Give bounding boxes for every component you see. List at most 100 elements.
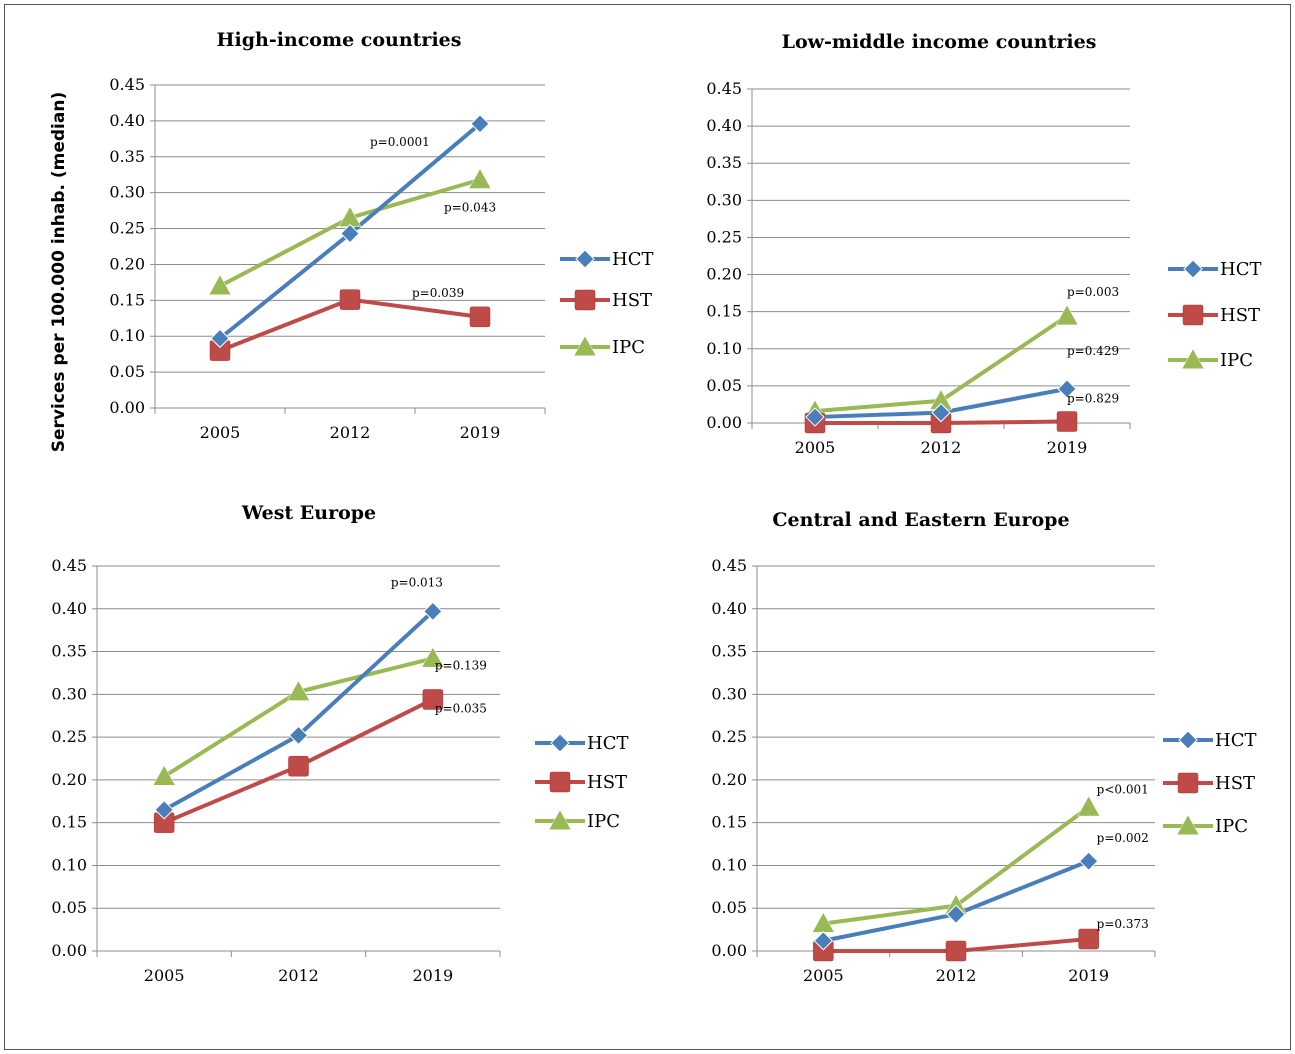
figure-frame xyxy=(4,4,1291,1050)
panel1-ytick-label: 0.25 xyxy=(109,219,145,238)
panel3-annotation-hct: p=0.013 xyxy=(391,575,443,589)
panel1-legend-marker-ipc xyxy=(573,335,597,357)
panel3-ytick-label: 0.35 xyxy=(51,642,87,661)
panel3-xtick-label: 2005 xyxy=(144,966,185,985)
panel3-xtick-label: 2019 xyxy=(412,966,453,985)
panel2-ytick-label: 0.35 xyxy=(706,153,742,172)
panel2-point-hct-2005 xyxy=(805,407,825,427)
panel3-point-ipc-2005 xyxy=(152,764,176,786)
panel1-legend-marker-hct xyxy=(575,249,595,269)
panel1-ytick-label: 0.35 xyxy=(109,147,145,166)
panel3-annotation-ipc: p=0.139 xyxy=(435,658,487,672)
panel3-ytick-label: 0.20 xyxy=(51,770,87,789)
panel2-legend-label-hst: HST xyxy=(1220,305,1260,326)
panel3-point-hct-2005 xyxy=(154,800,174,820)
panel3-ytick-label: 0.00 xyxy=(51,941,87,960)
panel4-ytick-label: 0.35 xyxy=(711,642,747,661)
panel2-ytick-label: 0.25 xyxy=(706,227,742,246)
panel3-ytick-label: 0.30 xyxy=(51,684,87,703)
panel1-point-ipc-2019 xyxy=(468,168,492,189)
panel3-ytick-label: 0.15 xyxy=(51,813,87,832)
panel4-legend-marker-hct xyxy=(1178,730,1198,750)
panel2-point-hst-2019 xyxy=(1056,411,1078,432)
panel4-ytick-label: 0.20 xyxy=(711,770,747,789)
panel2-xtick-label: 2019 xyxy=(1047,438,1088,457)
panel2-ytick-label: 0.20 xyxy=(706,265,742,284)
panel1-ytick-label: 0.05 xyxy=(109,362,145,381)
panel4-legend-label-hst: HST xyxy=(1215,773,1255,794)
panel1-xtick-label: 2019 xyxy=(460,423,501,442)
panel2-ytick-label: 0.15 xyxy=(706,302,742,321)
panel1-point-hct-2005 xyxy=(210,328,230,349)
panel4-xtick-label: 2005 xyxy=(803,966,844,985)
panel4-annotation-ipc: p<0.001 xyxy=(1097,782,1149,796)
panel2-ytick-label: 0.10 xyxy=(706,339,742,358)
panel3-legend-label-ipc: IPC xyxy=(587,811,620,832)
panel4-annotation-hct: p=0.002 xyxy=(1097,831,1149,845)
panel3-ytick-label: 0.05 xyxy=(51,898,87,917)
panel2-xtick-label: 2012 xyxy=(921,438,962,457)
panel2-legend-marker-ipc xyxy=(1181,348,1205,370)
panel3-legend-marker-hst xyxy=(549,771,571,793)
panel1-ytick-label: 0.15 xyxy=(109,290,145,309)
panel4-legend-label-ipc: IPC xyxy=(1215,816,1248,837)
panel1-legend-marker-hst xyxy=(574,289,596,311)
panel1-xtick-label: 2005 xyxy=(200,423,241,442)
panel2-legend-label-ipc: IPC xyxy=(1220,350,1253,371)
panel4-ytick-label: 0.05 xyxy=(711,898,747,917)
panel3-point-ipc-2019 xyxy=(421,646,445,668)
panel3-ytick-label: 0.45 xyxy=(51,556,87,575)
panel4-xtick-label: 2012 xyxy=(936,966,977,985)
panel3-point-ipc-2012 xyxy=(287,680,310,701)
panel2-ytick-label: 0.00 xyxy=(706,413,742,432)
panel2-annotation-hst: p=0.829 xyxy=(1067,392,1119,406)
panel1-ytick-label: 0.10 xyxy=(109,326,145,345)
panel3-ytick-label: 0.40 xyxy=(51,599,87,618)
panel4-legend-marker-ipc xyxy=(1176,814,1200,836)
panel2-xtick-label: 2005 xyxy=(795,438,836,457)
panel2-ytick-label: 0.45 xyxy=(706,79,742,98)
panel3-ytick-label: 0.25 xyxy=(51,727,87,746)
panel3-annotation-hst: p=0.035 xyxy=(435,701,487,715)
panel1-legend-label-ipc: IPC xyxy=(612,337,645,358)
panel2-legend-marker-hct xyxy=(1183,259,1203,279)
panel4-point-hst-2019 xyxy=(1078,928,1099,950)
panel1-ytick-label: 0.00 xyxy=(109,398,145,417)
panel3-title: West Europe xyxy=(241,502,376,524)
panel3-legend-label-hst: HST xyxy=(587,772,627,793)
panel4-point-hct-2019 xyxy=(1078,851,1099,871)
panel2-legend-marker-hst xyxy=(1182,304,1204,326)
panel4-legend-label-hct: HCT xyxy=(1215,730,1256,751)
panel2-point-hct-2012 xyxy=(931,402,951,423)
shared-y-axis-label: Services per 100.000 inhab. (median) xyxy=(49,92,69,452)
panel4-ytick-label: 0.15 xyxy=(711,813,747,832)
panel4-ytick-label: 0.00 xyxy=(711,941,747,960)
panel2-annotation-hct: p=0.429 xyxy=(1067,344,1119,358)
panel4-legend-marker-hst xyxy=(1177,772,1199,794)
panel1-point-hst-2019 xyxy=(469,306,491,328)
panel1-title: High-income countries xyxy=(217,29,462,51)
panel1-annotation-ipc: p=0.043 xyxy=(444,201,496,215)
panel1-legend-label-hct: HCT xyxy=(612,249,653,270)
panel4-annotation-hst: p=0.373 xyxy=(1097,917,1149,931)
panel4-point-hst-2012 xyxy=(945,940,967,962)
panel1-annotation-hst: p=0.039 xyxy=(412,286,464,300)
panel1-point-hct-2012 xyxy=(340,223,360,244)
panel1-ytick-label: 0.45 xyxy=(109,75,145,94)
panel1-point-hst-2012 xyxy=(339,289,361,310)
panel3-legend-marker-hct xyxy=(550,733,570,753)
panel4-xtick-label: 2019 xyxy=(1068,966,1109,985)
panel2-annotation-ipc: p=0.003 xyxy=(1067,285,1119,299)
panel1-point-ipc-2005 xyxy=(208,274,232,296)
panel2-title: Low-middle income countries xyxy=(782,31,1097,53)
panel1-legend-label-hst: HST xyxy=(612,290,652,311)
panel1-point-hct-2019 xyxy=(470,114,490,134)
panel3-point-hct-2019 xyxy=(423,601,443,622)
panel3-legend-label-hct: HCT xyxy=(587,733,628,754)
panel4-title: Central and Eastern Europe xyxy=(772,509,1069,531)
panel2-ytick-label: 0.05 xyxy=(706,376,742,395)
panel2-ytick-label: 0.30 xyxy=(706,190,742,209)
panel4-ytick-label: 0.10 xyxy=(711,855,747,874)
panel3-ytick-label: 0.10 xyxy=(51,855,87,874)
